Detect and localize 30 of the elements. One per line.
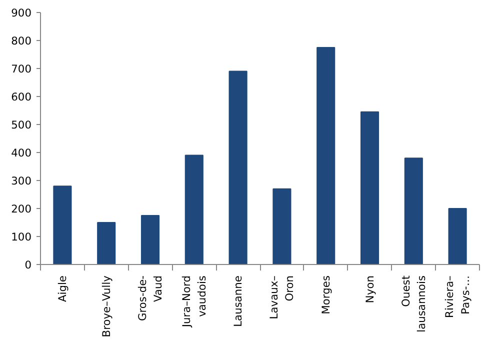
bar	[360, 111, 380, 264]
x-tick-label: Lausanne	[232, 275, 245, 327]
y-tick-label: 100	[11, 230, 32, 244]
x-tick-label: Morges	[319, 275, 332, 314]
y-tick-label: 400	[11, 146, 32, 160]
y-tick-label: 900	[11, 6, 32, 20]
y-tick-label: 200	[11, 202, 32, 216]
x-tick-label: Aigle	[56, 275, 69, 302]
y-tick-label: 300	[11, 174, 32, 188]
y-tick-label: 500	[11, 118, 32, 132]
bar	[228, 70, 248, 264]
x-tick-label: Gros-de- Vaud	[136, 275, 165, 321]
x-tick-label: Ouest lausannois	[399, 275, 428, 332]
y-tick-label: 700	[11, 62, 32, 76]
bar	[448, 208, 467, 264]
y-tick-label: 0	[24, 258, 32, 272]
y-tick-label: 800	[11, 34, 32, 48]
bar	[184, 154, 204, 264]
bar	[97, 222, 116, 264]
x-tick-label: Broye–Vully	[100, 275, 113, 338]
bar	[404, 158, 423, 264]
bar	[140, 215, 160, 264]
x-tick-label: Lavaux– Oron	[268, 275, 296, 320]
x-tick-label: Jura–Nord vaudois	[180, 275, 208, 328]
x-tick-label: Riviera– Pays-…	[443, 275, 472, 318]
bar	[272, 188, 292, 264]
bar	[316, 47, 336, 264]
x-tick-label: Nyon	[363, 275, 376, 304]
y-tick-label: 600	[11, 90, 32, 104]
bar	[53, 186, 72, 264]
